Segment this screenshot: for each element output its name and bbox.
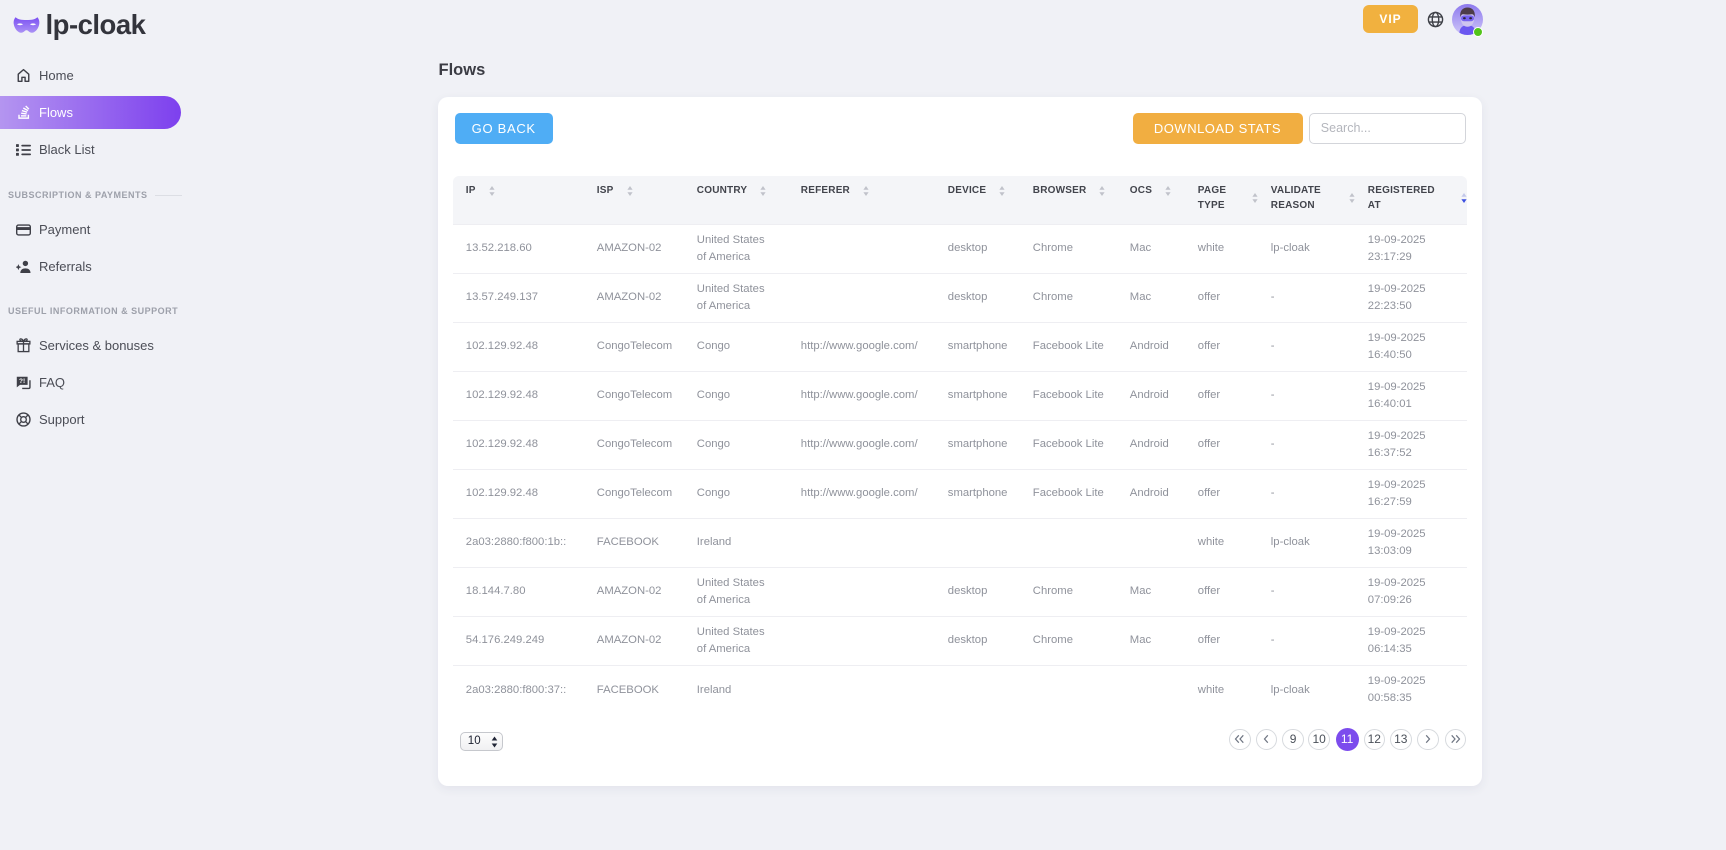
svg-text:?!: ?!: [19, 378, 25, 385]
